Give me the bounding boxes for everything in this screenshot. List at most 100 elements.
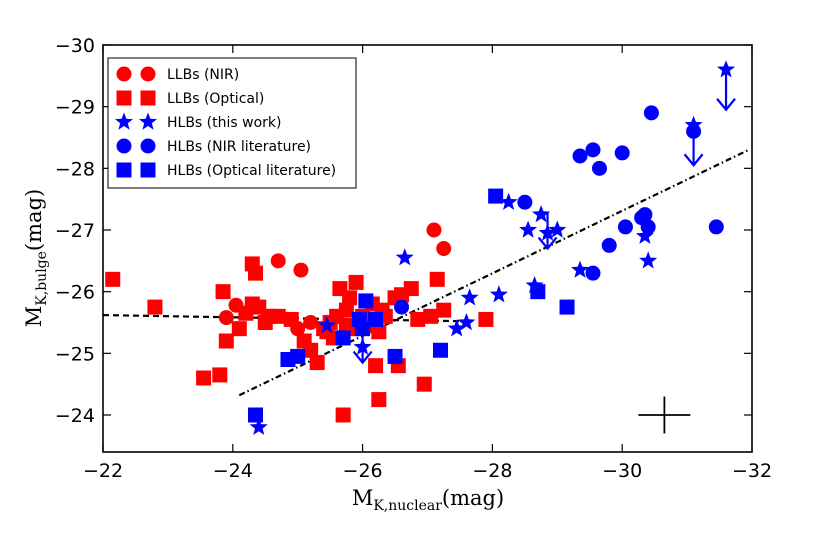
x-tick-label-0: −22 (83, 460, 123, 482)
point-s2-1 (317, 316, 336, 334)
point-s2-11 (532, 205, 551, 223)
point-s3-14 (585, 265, 601, 281)
legend-marker-a-3 (116, 138, 132, 154)
point-s3-8 (637, 207, 653, 223)
point-s4-0 (248, 407, 264, 423)
point-s2-16 (639, 251, 658, 269)
point-s2-13 (548, 220, 567, 238)
y-tick-label-2: −26 (55, 282, 95, 304)
error-bar (638, 396, 691, 434)
point-s2-8 (499, 192, 518, 210)
point-s4-3 (335, 330, 351, 346)
point-s0-4 (426, 222, 442, 238)
point-s0-2 (270, 253, 286, 269)
point-s1-44 (371, 324, 387, 340)
legend-marker-b-3 (140, 138, 156, 154)
y-tick-label-1: −25 (55, 343, 95, 365)
point-s3-4 (601, 237, 617, 253)
point-s1-1 (147, 299, 163, 315)
point-s4-8 (387, 348, 403, 364)
arrow-head-0 (352, 350, 373, 365)
point-s0-5 (436, 241, 452, 256)
point-s3-13 (394, 299, 410, 315)
legend-marker-a-0 (116, 66, 132, 82)
point-s2-6 (460, 288, 479, 306)
point-s1-8 (248, 265, 264, 281)
point-s1-13 (283, 311, 299, 327)
legend-marker-a-1 (116, 90, 132, 106)
plot-frame (102, 44, 753, 453)
point-s1-40 (436, 302, 452, 318)
arrow-head-1 (537, 236, 558, 251)
x-axis-title: MK,nuclear(mag) (352, 486, 504, 514)
point-s3-12 (708, 219, 724, 235)
point-s1-24 (342, 290, 358, 306)
point-s1-22 (335, 407, 351, 423)
legend-label-1: LLBs (Optical) (167, 91, 264, 107)
point-s3-2 (585, 142, 601, 158)
point-s3-3 (591, 160, 607, 176)
point-s3-1 (572, 148, 588, 164)
point-s1-47 (348, 274, 364, 290)
point-s1-5 (218, 333, 234, 349)
x-tick-label-3: −28 (472, 460, 512, 482)
arrow-head-2 (683, 153, 704, 167)
upper-limit-arrows (352, 69, 736, 365)
point-s2-9 (519, 220, 538, 238)
point-s4-9 (432, 342, 448, 358)
point-s4-12 (559, 299, 575, 315)
point-s1-2 (196, 370, 212, 386)
legend-label-3: HLBs (NIR literature) (167, 139, 311, 155)
y-tick-label-4: −28 (55, 158, 95, 180)
legend-marker-b-0 (140, 66, 156, 82)
point-s1-42 (231, 321, 247, 337)
x-tick-label-4: −30 (602, 460, 642, 482)
legend-label-4: HLBs (Optical literature) (167, 163, 336, 179)
legend: LLBs (NIR) LLBs (Optical) HLBs (this work)… (107, 57, 357, 189)
point-s1-37 (416, 376, 432, 392)
point-s2-18 (717, 60, 736, 78)
legend-marker-b-4 (140, 162, 156, 178)
point-s1-12 (270, 308, 286, 324)
point-s3-6 (617, 219, 633, 235)
point-s1-41 (478, 311, 494, 327)
point-s3-10 (643, 105, 659, 121)
point-s1-43 (338, 302, 354, 318)
legend-marker-b-2 (139, 112, 157, 130)
point-s2-15 (635, 226, 654, 244)
legend-marker-a-4 (116, 162, 132, 178)
point-s2-5 (457, 313, 476, 331)
point-s1-36 (410, 311, 426, 327)
legend-label-2: HLBs (this work) (167, 115, 281, 131)
point-s1-45 (244, 296, 260, 312)
legend-marker-b-1 (140, 90, 156, 106)
point-s3-5 (614, 145, 630, 161)
legend-label-0: LLBs (NIR) (167, 67, 239, 83)
axis-ticks: −22 −24 −26 −28 −30 −32 −24 −25 −26 −27 −28 −29 −30 (55, 35, 772, 482)
y-tick-label-3: −27 (55, 220, 95, 242)
x-tick-label-2: −26 (343, 460, 383, 482)
point-s2-14 (571, 260, 590, 278)
point-s4-10 (488, 188, 504, 204)
point-s2-7 (489, 285, 508, 303)
point-s3-0 (517, 194, 533, 210)
point-s1-29 (368, 358, 384, 374)
point-s0-0 (218, 310, 234, 326)
x-tick-label-1: −24 (213, 460, 253, 482)
point-s1-4 (215, 284, 231, 300)
point-s2-3 (395, 248, 414, 266)
point-s1-48 (394, 287, 410, 303)
point-s1-15 (303, 342, 319, 358)
y-axis-title: MK,bulge(mag) (22, 189, 50, 327)
point-s4-2 (290, 348, 306, 364)
y-tick-label-6: −30 (55, 35, 95, 57)
point-s2-0 (249, 417, 268, 435)
legend-marker-a-2 (115, 112, 133, 130)
point-s1-3 (212, 367, 228, 383)
point-s1-39 (429, 271, 445, 287)
arrow-head-3 (716, 98, 736, 112)
point-s0-7 (303, 315, 319, 330)
point-s4-7 (368, 311, 384, 327)
point-s1-0 (105, 271, 121, 287)
